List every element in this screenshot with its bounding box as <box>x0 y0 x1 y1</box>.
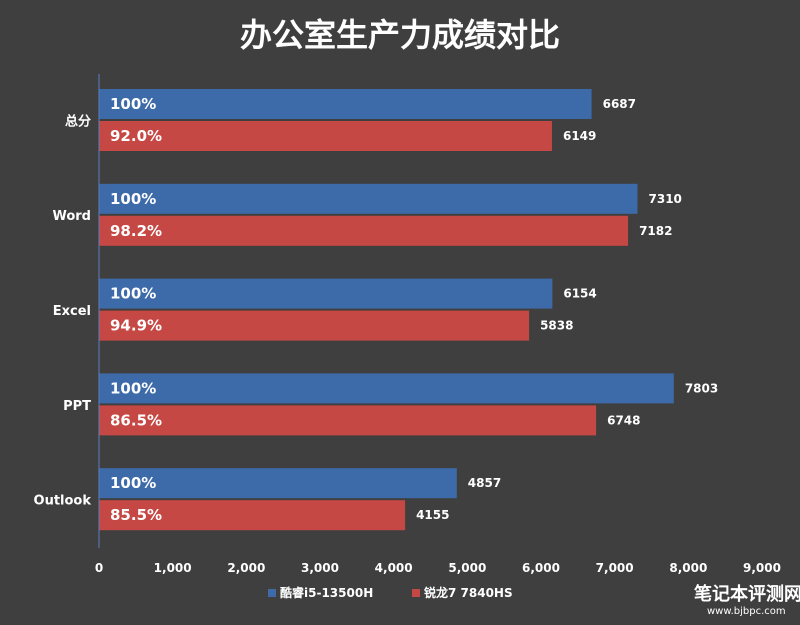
percent-label-series-2: 85.5% <box>110 506 162 524</box>
value-label-series-2: 4155 <box>416 508 449 522</box>
category-label: Outlook <box>34 494 92 509</box>
bar-series-1 <box>99 468 457 499</box>
value-label-series-1: 7803 <box>685 381 718 395</box>
value-label-series-1: 7310 <box>649 192 682 206</box>
category-label: Word <box>52 209 91 224</box>
bar-series-2 <box>99 215 629 246</box>
x-tick-label: 6,000 <box>522 561 560 575</box>
percent-label-series-1: 100% <box>110 379 156 397</box>
value-label-series-2: 6149 <box>563 129 596 143</box>
value-label-series-2: 5838 <box>540 319 573 333</box>
watermark-text: 笔记本评测网 <box>694 583 800 605</box>
percent-label-series-2: 98.2% <box>110 222 162 240</box>
x-tick-label: 3,000 <box>301 561 339 575</box>
watermark: 笔记本评测网 www.bjbpc.com <box>694 583 800 617</box>
x-tick-label: 5,000 <box>448 561 486 575</box>
x-tick-label: 4,000 <box>375 561 413 575</box>
chart-title: 办公室生产力成绩对比 <box>240 16 560 54</box>
percent-label-series-1: 100% <box>110 190 156 208</box>
x-tick-label: 7,000 <box>596 561 634 575</box>
legend-swatch-series-2 <box>412 589 420 597</box>
watermark-url: www.bjbpc.com <box>707 606 786 617</box>
bar-series-1 <box>99 183 638 214</box>
bar-series-2 <box>99 121 552 151</box>
x-tick-label: 2,000 <box>227 561 265 575</box>
bars-group: 100% 6687 92.0% 6149 100% 7310 98.2% 7182 100% 61… <box>99 89 718 531</box>
legend-swatch-series-1 <box>268 589 276 597</box>
bar-series-1 <box>99 278 553 309</box>
value-label-series-1: 4857 <box>468 476 501 490</box>
bar-series-1 <box>99 89 592 119</box>
category-label: Excel <box>53 304 91 319</box>
x-tick-label: 0 <box>95 561 103 575</box>
bar-series-2 <box>99 500 406 531</box>
category-label: 总分 <box>65 113 91 129</box>
x-tick-labels: 0 1,000 2,000 3,000 4,000 5,000 6,000 7,000 8,00… <box>95 561 781 575</box>
legend-label-series-1: 酷睿i5-13500H <box>280 585 373 600</box>
value-label-series-2: 7182 <box>639 224 672 238</box>
category-labels: 总分 Word Excel PPT Outlook <box>34 113 92 508</box>
percent-label-series-1: 100% <box>110 474 156 492</box>
percent-label-series-1: 100% <box>110 285 156 303</box>
percent-label-series-2: 94.9% <box>110 317 162 335</box>
category-label: PPT <box>63 399 91 414</box>
percent-label-series-2: 92.0% <box>110 127 162 145</box>
value-label-series-1: 6687 <box>603 97 636 111</box>
bar-series-2 <box>99 405 597 436</box>
value-label-series-1: 6154 <box>563 287 596 301</box>
percent-label-series-2: 86.5% <box>110 411 162 429</box>
x-tick-label: 9,000 <box>743 561 781 575</box>
x-tick-label: 8,000 <box>669 561 707 575</box>
bar-series-1 <box>99 373 674 404</box>
bar-series-2 <box>99 310 530 341</box>
x-tick-label: 1,000 <box>154 561 192 575</box>
percent-label-series-1: 100% <box>110 95 156 113</box>
legend-label-series-2: 锐龙7 7840HS <box>424 585 513 600</box>
value-label-series-2: 6748 <box>607 413 640 427</box>
legend: 酷睿i5-13500H 锐龙7 7840HS <box>268 585 513 600</box>
